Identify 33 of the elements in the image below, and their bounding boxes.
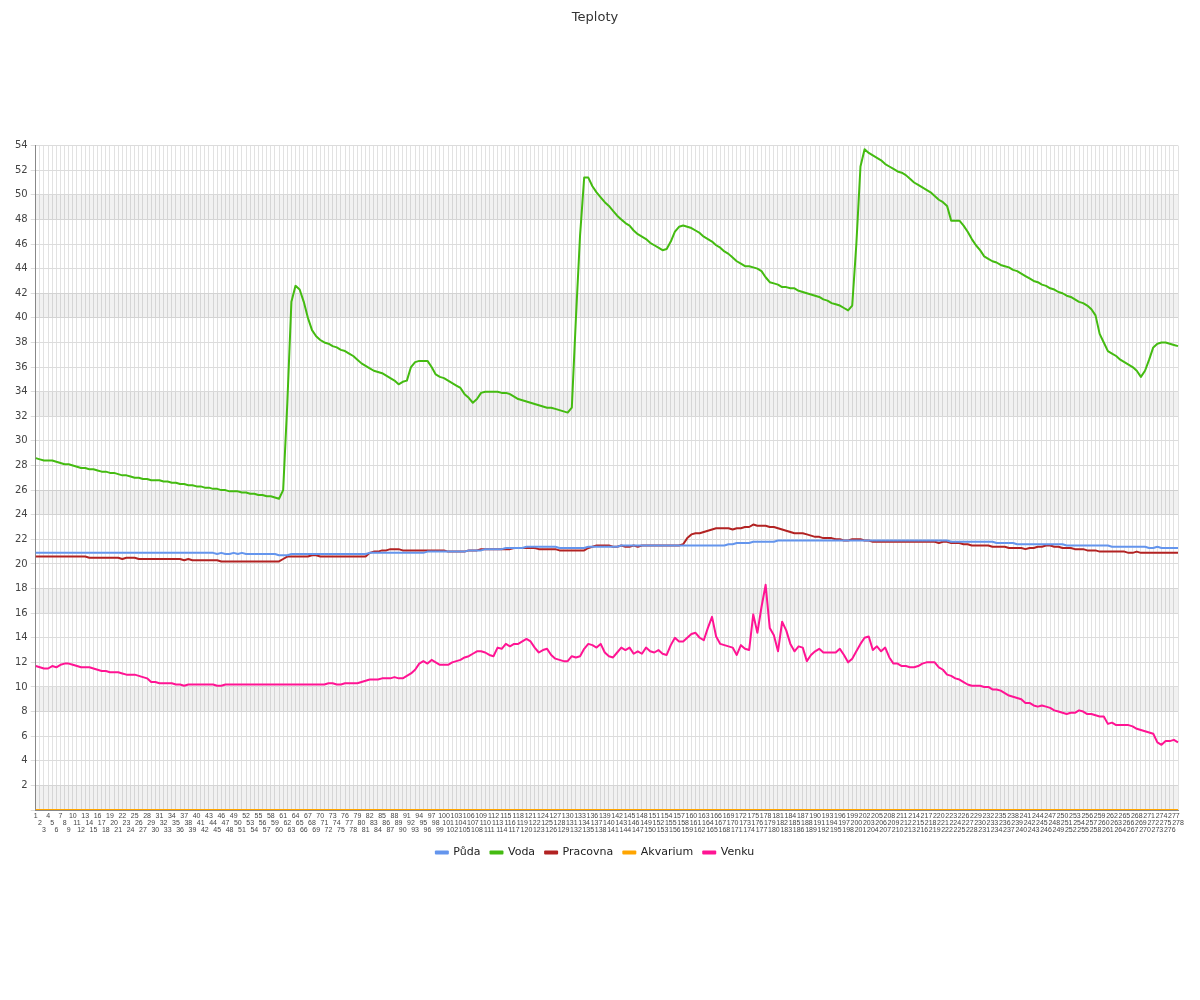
y-tick-label: 46: [14, 237, 28, 249]
y-tick-label: 16: [14, 606, 28, 618]
legend-label: Půda: [453, 845, 481, 859]
y-tick-label: 14: [14, 631, 28, 643]
y-tick-label: 52: [14, 163, 28, 175]
y-tick-label: 4: [21, 754, 28, 766]
y-tick-label: 34: [14, 385, 28, 397]
y-tick-label: 38: [14, 336, 28, 348]
y-tick-label: 6: [21, 729, 28, 741]
y-tick-label: 36: [14, 360, 28, 372]
y-tick-label: 54: [14, 139, 28, 151]
chart-title: Teploty: [570, 9, 619, 25]
y-tick-label: 8: [21, 705, 28, 717]
y-tick-label: 26: [14, 483, 28, 495]
y-tick-label: 2: [21, 778, 28, 790]
y-tick-label: 18: [14, 582, 28, 594]
y-tick-label: 10: [14, 680, 28, 692]
y-tick-label: 28: [14, 459, 28, 471]
y-tick-label: 22: [14, 532, 28, 544]
y-tick-label: 48: [14, 213, 28, 225]
y-tick-label: 12: [14, 655, 28, 667]
y-tick-label: 30: [14, 434, 28, 446]
y-tick-label: 40: [14, 311, 28, 323]
y-tick-label: 44: [14, 262, 28, 274]
y-tick-label: 24: [14, 508, 28, 520]
y-tick-label: 20: [14, 557, 28, 569]
legend-label: Pracovna: [562, 845, 614, 859]
legend-label: Venku: [720, 845, 755, 859]
y-tick-label: 50: [14, 188, 28, 200]
y-tick-label: 42: [14, 286, 28, 298]
legend-label: Voda: [507, 845, 536, 859]
legend-label: Akvarium: [640, 845, 694, 859]
y-tick-label: 32: [14, 409, 28, 421]
